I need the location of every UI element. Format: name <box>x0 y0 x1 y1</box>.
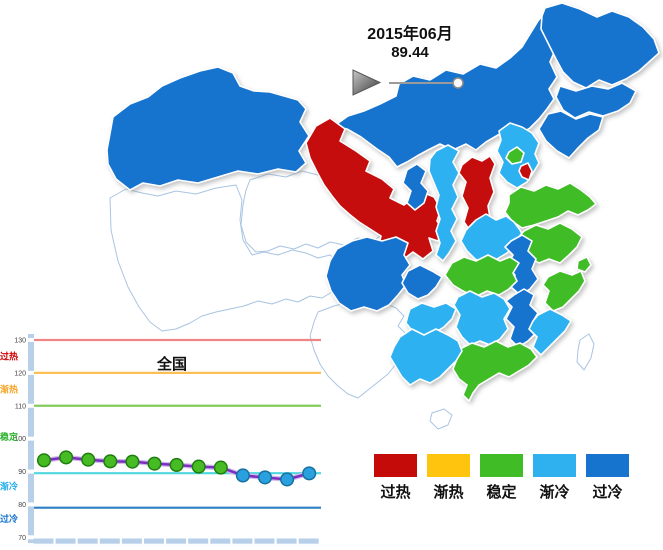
slider-handle[interactable] <box>452 77 464 89</box>
data-point[interactable] <box>59 450 74 465</box>
colored-provinces <box>106 2 660 402</box>
province-广东[interactable] <box>452 340 538 402</box>
data-point[interactable] <box>235 468 250 483</box>
province-甘肃[interactable] <box>305 117 444 260</box>
province-广西[interactable] <box>389 328 463 386</box>
data-point[interactable] <box>213 460 228 475</box>
province-湖北[interactable] <box>444 254 520 298</box>
province-上海[interactable] <box>576 256 592 273</box>
province-海南[interactable] <box>429 408 453 430</box>
legend-label: 稳定 <box>486 484 517 501</box>
legend-item-overheat[interactable]: 过热 <box>374 454 417 502</box>
data-point[interactable] <box>103 454 118 469</box>
province-重庆[interactable] <box>401 264 443 300</box>
legend-item-overcool[interactable]: 过冷 <box>586 454 629 502</box>
legend-label: 渐冷 <box>539 484 570 501</box>
province-新疆[interactable] <box>106 66 310 191</box>
legend-swatch-warming <box>427 454 470 477</box>
data-point[interactable] <box>169 457 184 473</box>
data-point[interactable] <box>302 466 317 481</box>
legend-swatch-overcool <box>586 454 629 477</box>
data-point[interactable] <box>191 459 206 474</box>
province-内蒙古[interactable] <box>333 10 558 168</box>
legend-item-cooling[interactable]: 渐冷 <box>533 454 576 502</box>
province-江西[interactable] <box>505 288 539 348</box>
province-天津[interactable] <box>518 162 533 181</box>
header: 2015年06月 89.44 <box>320 26 500 61</box>
data-point[interactable] <box>125 454 140 469</box>
province-湖南[interactable] <box>453 290 511 346</box>
data-point[interactable] <box>280 472 295 487</box>
province-福建[interactable] <box>528 308 572 356</box>
legend-label: 过冷 <box>592 484 623 501</box>
province-宁夏[interactable] <box>402 163 429 211</box>
legend-label: 渐热 <box>433 484 464 501</box>
data-point[interactable] <box>81 452 96 467</box>
no-data-provinces <box>109 170 595 430</box>
province-贵州[interactable] <box>405 302 457 340</box>
province-四川[interactable] <box>325 236 411 312</box>
current-index-value: 89.44 <box>391 44 429 61</box>
legend-label: 过热 <box>380 484 411 501</box>
province-浙江[interactable] <box>542 270 586 312</box>
province-北京[interactable] <box>505 146 525 165</box>
map-legend: 过热 渐热 稳定 渐冷 过冷 <box>374 454 629 502</box>
data-point[interactable] <box>257 470 273 485</box>
data-point[interactable] <box>147 456 162 471</box>
province-吉林[interactable] <box>555 82 637 119</box>
province-辽宁[interactable] <box>538 110 604 159</box>
province-陕西[interactable] <box>428 144 460 262</box>
play-icon[interactable] <box>352 69 382 96</box>
legend-item-stable[interactable]: 稳定 <box>480 454 523 502</box>
data-point[interactable] <box>36 453 52 468</box>
legend-swatch-stable <box>480 454 523 477</box>
legend-swatch-overheat <box>374 454 417 477</box>
current-period: 2015年06月 <box>367 26 453 43</box>
province-台湾[interactable] <box>576 333 595 371</box>
province-黑龙江[interactable] <box>540 2 660 89</box>
legend-swatch-cooling <box>533 454 576 477</box>
legend-item-warming[interactable]: 渐热 <box>427 454 470 502</box>
